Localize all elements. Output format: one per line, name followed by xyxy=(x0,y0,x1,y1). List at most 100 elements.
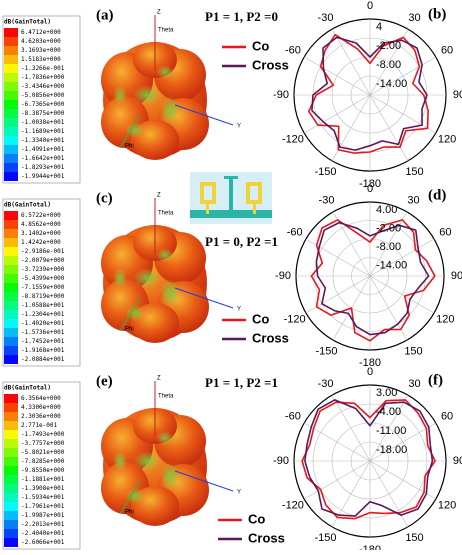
grid-spoke xyxy=(331,460,371,527)
colorbar-label: 6.5722e+000 xyxy=(21,212,61,219)
series-line xyxy=(301,399,436,520)
colorbar-label: -1.3340e+001 xyxy=(21,137,65,144)
grid-spoke xyxy=(369,94,409,161)
series-line xyxy=(304,399,434,517)
colorbar-swatch xyxy=(4,403,18,412)
colorbar-swatch xyxy=(4,46,18,55)
colorbar-swatch xyxy=(4,292,18,301)
x-axis xyxy=(119,480,141,515)
colorbar-swatch xyxy=(4,448,18,457)
colorbar-label: -5.0856e+000 xyxy=(21,92,65,99)
grid-spoke xyxy=(304,94,371,134)
colorbar-swatch xyxy=(4,100,18,109)
pattern-shade xyxy=(113,451,127,471)
colorbar-swatch xyxy=(4,73,18,82)
theta-tick-label: 120 xyxy=(436,313,454,325)
theta-tick-label: 90 xyxy=(451,270,462,282)
theta-tick-label: 0 xyxy=(367,0,373,12)
pattern-shade xyxy=(160,279,180,307)
colorbar-swatch xyxy=(4,466,18,475)
colorbar-swatch xyxy=(4,172,18,181)
legend-label: Co xyxy=(248,511,265,526)
r-tick-label: -8.00 xyxy=(376,59,401,71)
colorbar-frame xyxy=(2,381,81,550)
pattern-shade xyxy=(133,85,161,105)
theta-tick-label: -150 xyxy=(314,532,336,544)
axis-label: Y xyxy=(237,490,241,496)
series-line xyxy=(315,221,430,336)
colorbar-label: -1.2304e+001 xyxy=(21,311,65,318)
axis-label: Z xyxy=(157,193,161,199)
colorbar-label: -1.0588e+001 xyxy=(21,302,65,309)
colorbar-swatch xyxy=(4,421,18,430)
colorbar-title: dB(GainTotal) xyxy=(4,385,51,392)
colorbar-label: -7.1559e+000 xyxy=(21,284,65,291)
theta-tick-label: -120 xyxy=(282,499,304,511)
grid-spoke xyxy=(369,275,435,314)
grid-spoke xyxy=(369,395,409,462)
colorbar-swatch xyxy=(4,484,18,493)
colorbar-title: dB(GainTotal) xyxy=(4,202,51,209)
colorbar-swatch xyxy=(4,493,18,502)
axis-label: Y xyxy=(237,124,241,130)
r-tick-label: -11.00 xyxy=(376,425,406,437)
colorbar-label: -1.0038e+001 xyxy=(21,119,65,126)
colorbar-label: -2.4040e+001 xyxy=(21,530,65,537)
theta-tick-label: -180 xyxy=(359,178,381,190)
grid-spoke xyxy=(369,460,409,527)
colorbar-swatch xyxy=(4,127,18,136)
colorbar-label: 1.4242e+000 xyxy=(21,239,61,246)
theta-tick-label: 120 xyxy=(438,499,456,511)
grid-spoke xyxy=(369,56,436,96)
theta-tick-label: 60 xyxy=(441,410,453,422)
colorbar-label: -1.9987e+001 xyxy=(21,512,65,519)
grid-spoke xyxy=(304,422,371,462)
colorbar-swatch xyxy=(4,229,18,238)
colorbar-swatch xyxy=(4,394,18,403)
r-tick-label: -8.00 xyxy=(376,241,401,253)
colorbar-swatch xyxy=(4,211,18,220)
colorbar-swatch xyxy=(4,283,18,292)
grid-spoke xyxy=(331,395,371,462)
colorbar-label: -1.1881e+001 xyxy=(21,476,65,483)
colorbar-label: -2.9186e-001 xyxy=(21,248,65,255)
theta-tick-label: -30 xyxy=(318,12,334,24)
colorbar-swatch xyxy=(4,319,18,328)
grid-spoke xyxy=(331,29,371,96)
r-tick-label: 4 xyxy=(376,21,382,33)
pattern-shade xyxy=(156,248,174,262)
radiation-pattern-3d xyxy=(101,225,209,343)
theta-tick-label: -150 xyxy=(315,345,337,357)
colorbar-label: 6.4712e+000 xyxy=(21,29,61,36)
theta-tick-label: 30 xyxy=(408,12,420,24)
colorbar-label: -1.9168e+001 xyxy=(21,347,65,354)
colorbar-label: -1.1689e+001 xyxy=(21,128,65,135)
colorbar-swatch xyxy=(4,346,18,355)
panel-label: (c) xyxy=(96,190,113,206)
colorbar-swatch xyxy=(4,337,18,346)
colorbar-label: 2.3036e+000 xyxy=(21,413,61,420)
colorbar-swatch xyxy=(4,355,18,364)
colorbar-label: -1.4991e+001 xyxy=(21,146,65,153)
colorbar-label: -1.8293e+001 xyxy=(21,164,65,171)
colorbar-label: -1.3266e-001 xyxy=(21,65,65,72)
colorbar-label: -1.5736e+001 xyxy=(21,329,65,336)
colorbar-label: 4.8562e+000 xyxy=(21,221,61,228)
colorbar-swatch xyxy=(4,475,18,484)
colorbar-label: -2.2013e+001 xyxy=(21,521,65,528)
theta-tick-label: -90 xyxy=(275,270,291,282)
theta-tick-label: 150 xyxy=(405,532,423,544)
colorbar-swatch xyxy=(4,301,18,310)
antenna-inset xyxy=(190,172,272,224)
colorbar-frame xyxy=(2,15,81,184)
colorbar-label: -1.7493e+000 xyxy=(21,431,65,438)
theta-tick-label: -60 xyxy=(285,410,301,422)
colorbar-label: -6.7365e+000 xyxy=(21,101,65,108)
colorbar-frame xyxy=(2,198,81,367)
panel-label: (f) xyxy=(428,372,443,388)
theta-tick-label: 90 xyxy=(453,455,462,467)
r-tick-label: 3.00 xyxy=(376,387,397,399)
colorbar-swatch xyxy=(4,502,18,511)
grid-spoke xyxy=(369,238,435,277)
r-tick-label: 4.00 xyxy=(376,204,397,216)
